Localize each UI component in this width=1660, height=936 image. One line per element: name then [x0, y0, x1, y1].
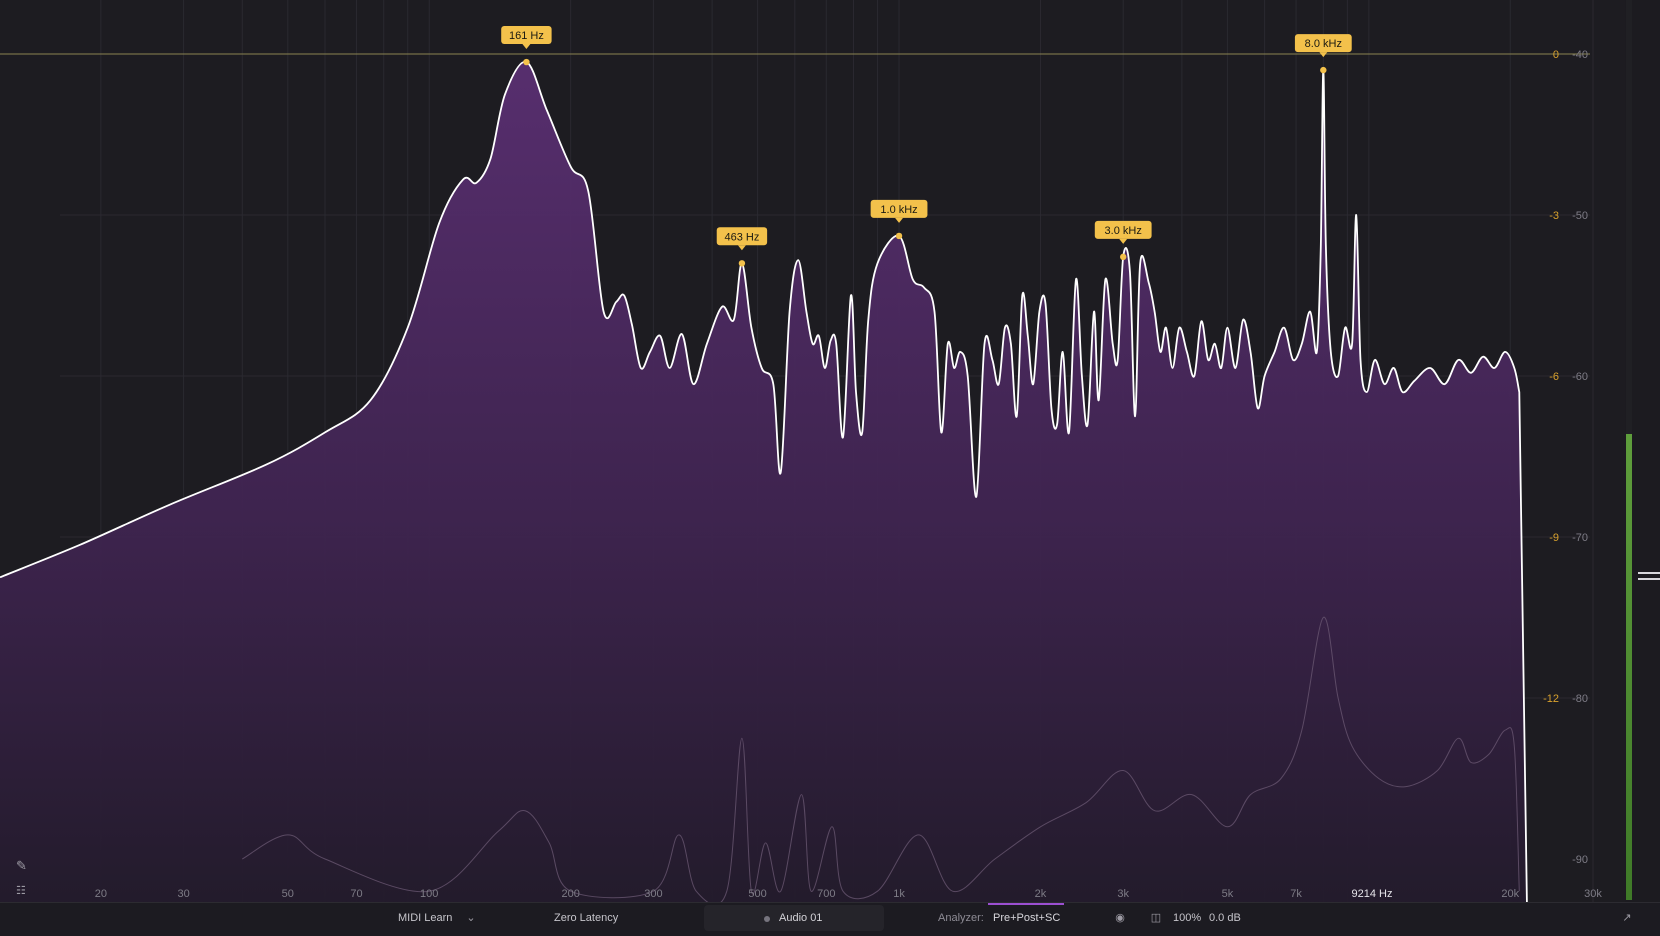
peak-labels: 161 Hz 463 Hz 1.0 kHz 3.0 kHz 8.0 kHz: [501, 26, 1352, 267]
peak-label-pointer: [522, 44, 531, 50]
spectrum-db-label: -50: [1572, 210, 1588, 222]
peak-label-text: 463 Hz: [724, 231, 759, 243]
frequency-tick-label: 30k: [1584, 888, 1602, 900]
peak-label-box: [1094, 220, 1152, 239]
peak-dot: [523, 58, 530, 66]
bottom-toolbar: MIDI Learn ⌄ Zero Latency Audio 01 Analy…: [0, 902, 1660, 936]
frequency-tick-label: 100: [420, 888, 438, 900]
midi-learn-button[interactable]: MIDI Learn: [398, 912, 453, 924]
gain-scale-label: -3: [1549, 210, 1559, 222]
instance-name: Audio 01: [779, 912, 823, 924]
spectrum-db-label: -90: [1572, 854, 1588, 866]
paintbrush-icon[interactable]: ✎: [16, 858, 27, 873]
resize-icon[interactable]: ↗: [1622, 912, 1632, 924]
frequency-tick-label: 700: [817, 888, 835, 900]
peak-label-pointer: [1319, 52, 1328, 58]
zero-latency-button[interactable]: Zero Latency: [554, 912, 619, 924]
peak-marker: 463 Hz: [716, 227, 768, 267]
peak-label-text: 8.0 kHz: [1305, 38, 1342, 50]
peak-marker: 161 Hz: [501, 26, 552, 66]
meter-track: [1626, 0, 1632, 434]
peak-dot: [1119, 253, 1127, 261]
peak-label-pointer: [1119, 238, 1128, 244]
frequency-tick-label: 20k: [1501, 888, 1519, 900]
peak-label-text: 3.0 kHz: [1105, 225, 1142, 237]
db-axis-labels: 0 -40 -3 -50 -6 -60 -9 -70 -12 -80 -90: [1543, 49, 1588, 866]
instance-status-dot: [764, 916, 770, 922]
output-gain-value[interactable]: 0.0 dB: [1209, 912, 1241, 924]
peak-label-text: 161 Hz: [509, 30, 544, 42]
range-handle[interactable]: [1638, 572, 1660, 588]
frequency-tick-label: 200: [561, 888, 579, 900]
frequency-tick-label: 50: [282, 888, 294, 900]
camera-icon[interactable]: ◉: [1115, 912, 1125, 924]
spectrum-db-label: -60: [1572, 371, 1588, 383]
frequency-axis-labels: 20 30 50 70 100 200 300 500 700 1k 2k 3k 5k 7k 20k 30k: [95, 888, 1603, 900]
peak-dot: [895, 232, 903, 240]
peak-marker: 8.0 kHz: [1294, 34, 1352, 74]
analyzer-label: Analyzer:: [938, 912, 984, 924]
peak-label-pointer: [737, 245, 746, 251]
peak-label-pointer: [895, 217, 904, 223]
frequency-tick-label: 3k: [1117, 888, 1129, 900]
analyzer-mode-indicator: [988, 903, 1064, 905]
gain-scale-label: -9: [1549, 532, 1559, 544]
frequency-tick-label: 300: [644, 888, 662, 900]
spectrum-line: [0, 61, 1528, 903]
frequency-tick-label: 500: [748, 888, 766, 900]
peak-marker: 1.0 kHz: [870, 199, 928, 240]
spectrum-fill: [0, 61, 1527, 902]
spectrum-db-label: -40: [1572, 49, 1588, 61]
frequency-tick-label: 7k: [1290, 888, 1302, 900]
gain-scale-label: -6: [1549, 371, 1559, 383]
piano-icon[interactable]: ☷: [16, 885, 26, 897]
link-icon[interactable]: ◫: [1150, 912, 1162, 924]
peak-label-box: [870, 199, 928, 218]
gain-scale-label: -12: [1543, 693, 1559, 705]
gain-scale-label: 0: [1553, 49, 1559, 61]
zoom-value[interactable]: 100%: [1173, 912, 1202, 924]
chevron-down-icon[interactable]: ⌄: [466, 912, 476, 924]
frequency-tick-label: 20: [95, 888, 107, 900]
instance-selector[interactable]: Audio 01: [704, 905, 884, 931]
frequency-tick-label: 30: [177, 888, 189, 900]
frequency-tick-label: 5k: [1222, 888, 1234, 900]
peak-dot: [1320, 66, 1327, 74]
peak-label-box: [501, 26, 552, 45]
spectrum-db-label: -70: [1572, 532, 1588, 544]
peak-label-box: [716, 227, 768, 246]
frequency-tick-label: 70: [350, 888, 362, 900]
level-meter: [1626, 434, 1632, 900]
peak-marker: 3.0 kHz: [1094, 220, 1152, 261]
secondary-spectrum-line: [242, 616, 1520, 906]
frequency-tick-label: 1k: [893, 888, 905, 900]
spectrum-db-label: -80: [1572, 693, 1588, 705]
peak-label-box: [1294, 34, 1352, 53]
frequency-tick-label: 2k: [1035, 888, 1047, 900]
peak-label-text: 1.0 kHz: [880, 204, 917, 216]
cursor-frequency-readout: 9214 Hz: [1352, 888, 1393, 900]
peak-dot: [738, 260, 746, 267]
analyzer-mode-button[interactable]: Pre+Post+SC: [993, 912, 1061, 924]
